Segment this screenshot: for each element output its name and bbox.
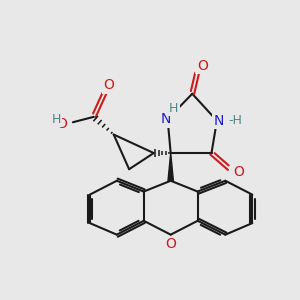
Text: -H: -H (228, 114, 242, 127)
Text: O: O (165, 237, 176, 251)
Text: H: H (51, 113, 61, 126)
Text: O: O (104, 78, 115, 92)
Text: N: N (161, 112, 171, 126)
Text: N: N (213, 114, 224, 128)
Text: O: O (197, 59, 208, 73)
Text: O: O (57, 117, 68, 131)
Polygon shape (168, 153, 173, 181)
Text: O: O (233, 164, 244, 178)
Text: H: H (169, 102, 178, 115)
